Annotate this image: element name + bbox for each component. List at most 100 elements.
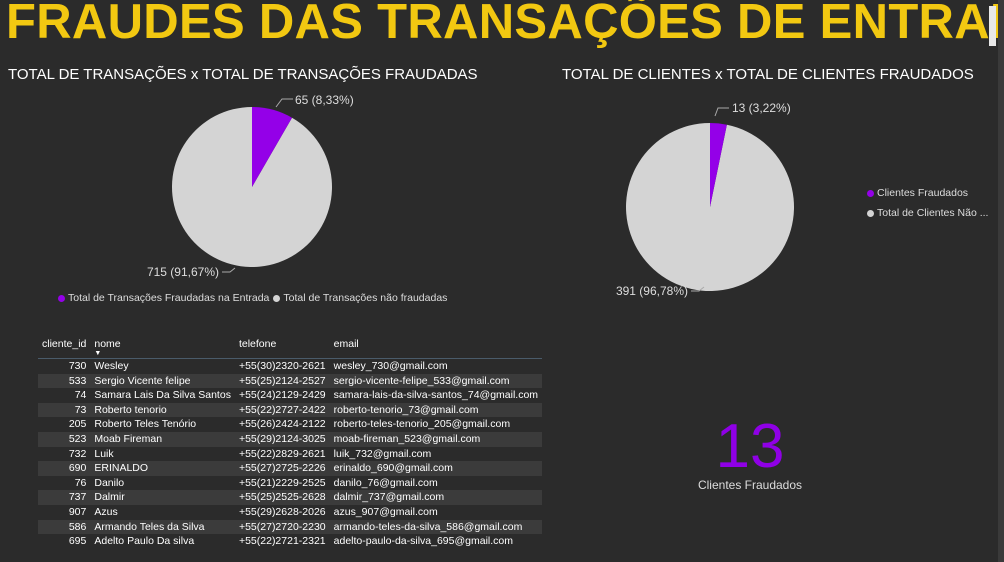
cell-cliente-id: 533: [38, 373, 91, 389]
transactions-pie-chart[interactable]: 65 (8,33%) 715 (91,67%): [130, 90, 390, 290]
table-row[interactable]: 690 ERINALDO +55(27)2725-2226 erinaldo_690@…: [38, 461, 543, 476]
cell-email: roberto-tenorio_73@gmail.com: [329, 402, 543, 418]
legend-dot-not-fraud: [273, 294, 281, 302]
cell-telefone: +55(27)2720-2230: [234, 519, 330, 535]
cell-telefone: +55(21)2229-2525: [238, 476, 326, 489]
table-row[interactable]: 907 Azus +55(29)2628-2026 azus_907@gmail.co…: [38, 505, 542, 520]
column-header-email[interactable]: email: [329, 338, 543, 359]
clients-chart-title: TOTAL DE CLIENTES x TOTAL DE CLIENTES FR…: [562, 66, 974, 83]
scrollbar[interactable]: [998, 0, 1004, 562]
cell-email: wesley_730@gmail.com: [333, 360, 448, 372]
pie-slice-fraud[interactable]: [252, 107, 292, 187]
page-title: FRAUDES DAS TRANSAÇÕES DE ENTRADA: [6, 0, 1004, 49]
leader-line-not-fraud: [691, 286, 705, 292]
pie-slice-not-fraud[interactable]: [626, 123, 795, 291]
cell-nome: Azus: [94, 505, 118, 518]
legend-label-not-fraud[interactable]: Total de Clientes Não ...: [877, 207, 989, 219]
column-header-nome-label: nome: [94, 338, 121, 350]
table-row[interactable]: 737 Dalmir +55(25)2525-2628 dalmir_737@gmai…: [38, 490, 543, 505]
cell-cliente-id: 205: [68, 418, 87, 431]
cell-cliente-id: 523: [38, 431, 91, 447]
table-row[interactable]: 76 Danilo +55(21)2229-2525 danilo_76@gmail.…: [38, 476, 542, 491]
cell-cliente-id: 73: [38, 402, 91, 418]
table-row[interactable]: 74 Samara Lais Da Silva Santos +55(24)2129…: [38, 388, 542, 403]
pie-label-fraud: 13 (3,22%): [732, 101, 791, 115]
table-row[interactable]: 586 Armando Teles da Silva +55(27)2720-223…: [38, 519, 543, 535]
cell-nome: Adelto Paulo Da silva: [94, 535, 195, 548]
cell-nome: Wesley: [94, 360, 129, 372]
text-cursor: [989, 6, 996, 46]
table-row[interactable]: 695 Adelto Paulo Da silva +55(22)2721-2321…: [38, 534, 542, 549]
cell-telefone: +55(22)2727-2422: [234, 402, 330, 418]
cell-nome: Danilo: [94, 476, 125, 489]
cell-telefone: +55(29)2124-3025: [234, 431, 330, 447]
table-body: 730 Wesley +55(30)2320-2621 wesley_730@gmai…: [38, 359, 543, 549]
leader-line-fraud: [275, 98, 293, 108]
legend-dot-fraud: [58, 294, 65, 302]
table-row[interactable]: 533 Sergio Vicente felipe +55(25)2124-2527…: [38, 373, 543, 389]
cell-email: armando-teles-da-silva_586@gmail.com: [329, 519, 543, 535]
pie-label-not-fraud: 391 (96,78%): [616, 284, 688, 298]
column-header-nome[interactable]: nome ▼: [90, 338, 235, 359]
cell-nome: Luik: [94, 447, 114, 460]
cell-nome: Dalmir: [90, 490, 235, 505]
kpi-label: Clientes Fraudados: [697, 478, 803, 492]
cell-cliente-id: 586: [38, 519, 91, 535]
table-row[interactable]: 205 Roberto Teles Tenório +55(26)2424-2122…: [38, 417, 542, 432]
cell-cliente-id: 737: [38, 490, 91, 505]
kpi-value: 13: [715, 412, 785, 481]
cell-email: azus_907@gmail.com: [333, 505, 438, 518]
cell-telefone: +55(30)2320-2621: [238, 360, 326, 372]
legend-label-not-fraud[interactable]: Total de Transações não fraudadas: [283, 292, 448, 304]
cell-telefone: +55(25)2124-2527: [234, 373, 330, 389]
legend-dot-not-fraud: [867, 209, 874, 217]
cell-email: luik_732@gmail.com: [333, 447, 432, 460]
cell-email: erinaldo_690@gmail.com: [329, 461, 543, 476]
cell-telefone: +55(22)2721-2321: [238, 535, 326, 548]
column-header-telefone[interactable]: telefone: [234, 338, 330, 359]
legend-label-fraud[interactable]: Total de Transações Fraudadas na Entrada: [68, 292, 270, 304]
cell-cliente-id: 76: [74, 476, 87, 489]
table-row[interactable]: 73 Roberto tenorio +55(22)2727-2422 roberto…: [38, 402, 543, 418]
table-row[interactable]: 730 Wesley +55(30)2320-2621 wesley_730@gmai…: [38, 359, 542, 374]
cell-cliente-id: 907: [68, 505, 87, 518]
pie-slice-not-fraud[interactable]: [171, 106, 332, 267]
transactions-chart-title: TOTAL DE TRANSAÇÕES x TOTAL DE TRANSAÇÕE…: [8, 66, 478, 83]
fraud-clients-table: cliente_id nome ▼ telefone email 730 Wesl…: [38, 338, 543, 549]
cell-email: adelto-paulo-da-silva_695@gmail.com: [333, 535, 513, 548]
cell-cliente-id: 695: [68, 535, 87, 548]
table-header-row: cliente_id nome ▼ telefone email: [38, 338, 543, 359]
pie-label-fraud: 65 (8,33%): [295, 93, 354, 107]
cell-nome: Samara Lais Da Silva Santos: [94, 389, 231, 402]
cell-email: sergio-vicente-felipe_533@gmail.com: [329, 373, 543, 389]
leader-line-not-fraud: [222, 267, 236, 273]
cell-nome: Sergio Vicente felipe: [90, 373, 235, 389]
cell-email: danilo_76@gmail.com: [333, 476, 438, 489]
sort-descending-icon[interactable]: ▼: [94, 350, 102, 357]
cell-email: roberto-teles-tenorio_205@gmail.com: [333, 418, 511, 431]
table-row[interactable]: 732 Luik +55(22)2829-2621 luik_732@gmail.co…: [38, 447, 542, 462]
cell-cliente-id: 74: [74, 389, 87, 402]
cell-telefone: +55(22)2829-2621: [238, 447, 326, 460]
cell-email: dalmir_737@gmail.com: [329, 490, 543, 505]
cell-nome: Moab Fireman: [90, 431, 235, 447]
cell-email: moab-fireman_523@gmail.com: [329, 431, 543, 447]
table-row[interactable]: 523 Moab Fireman +55(29)2124-3025 moab-fire…: [38, 431, 543, 447]
cell-telefone: +55(27)2725-2226: [234, 461, 330, 476]
transactions-legend: Total de Transações Fraudadas na Entrada…: [58, 292, 447, 304]
cell-telefone: +55(29)2628-2026: [238, 505, 326, 518]
legend-dot-fraud: [867, 189, 874, 197]
cell-cliente-id: 730: [68, 360, 87, 372]
pie-slice-fraud[interactable]: [710, 123, 727, 207]
pie-label-not-fraud: 715 (91,67%): [147, 265, 219, 279]
cell-nome: Roberto tenorio: [90, 402, 235, 418]
legend-label-fraud[interactable]: Clientes Fraudados: [877, 187, 969, 199]
cell-nome: Armando Teles da Silva: [90, 519, 235, 535]
cell-nome: Roberto Teles Tenório: [94, 418, 197, 431]
column-header-cliente-id[interactable]: cliente_id: [38, 338, 91, 359]
clients-pie-chart[interactable]: 13 (3,22%) 391 (96,78%): [600, 96, 840, 306]
cell-telefone: +55(24)2129-2429: [238, 389, 326, 402]
clients-legend: Clientes Fraudados Total de Clientes Não…: [867, 183, 988, 223]
cell-nome: ERINALDO: [90, 461, 235, 476]
cell-telefone: +55(26)2424-2122: [238, 418, 326, 431]
